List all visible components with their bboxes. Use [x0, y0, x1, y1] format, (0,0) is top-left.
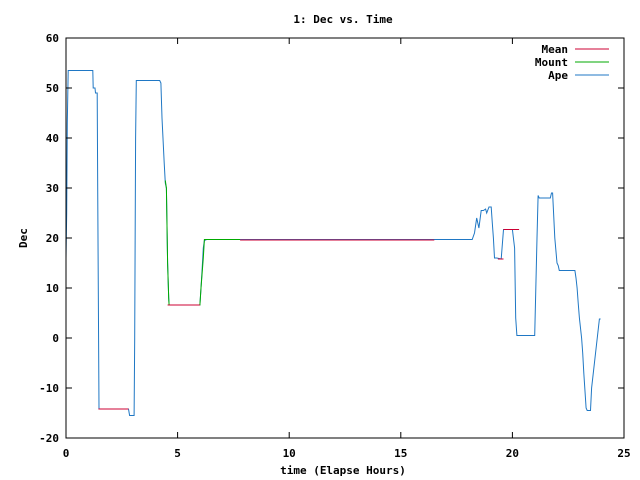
y-axis-label: Dec — [17, 228, 30, 248]
plot-frame — [65, 37, 625, 439]
plot-lines — [65, 70, 601, 416]
x-tick-label: 25 — [617, 447, 630, 460]
x-tick-label: 10 — [283, 447, 296, 460]
legend-label-mount: Mount — [535, 56, 568, 69]
x-tick-label: 20 — [506, 447, 519, 460]
x-tick-label: 15 — [394, 447, 407, 460]
y-tick-label: 20 — [46, 232, 59, 245]
legend-label-mean: Mean — [542, 43, 569, 56]
series-line-mean — [98, 229, 520, 410]
y-tick-label: 40 — [46, 132, 59, 145]
chart-title: 1: Dec vs. Time — [293, 13, 393, 26]
y-tick-label: -20 — [39, 432, 59, 445]
y-tick-label: -10 — [39, 382, 59, 395]
y-tick-label: 30 — [46, 182, 59, 195]
x-tick-label: 5 — [174, 447, 181, 460]
y-tick-label: 50 — [46, 82, 59, 95]
y-tick-label: 0 — [52, 332, 59, 345]
x-tick-label: 0 — [63, 447, 70, 460]
series-line-mount — [164, 180, 241, 306]
legend-label-ape: Ape — [548, 69, 568, 82]
x-axis-ticks: 0 5 10 15 20 25 — [63, 38, 631, 460]
y-tick-label: 10 — [46, 282, 59, 295]
series-line-ape — [65, 70, 601, 416]
y-tick-label: 60 — [46, 32, 59, 45]
x-axis-label: time (Elapse Hours) — [280, 464, 406, 477]
y-axis-ticks: -20 -10 0 10 20 30 40 50 60 — [39, 32, 624, 445]
